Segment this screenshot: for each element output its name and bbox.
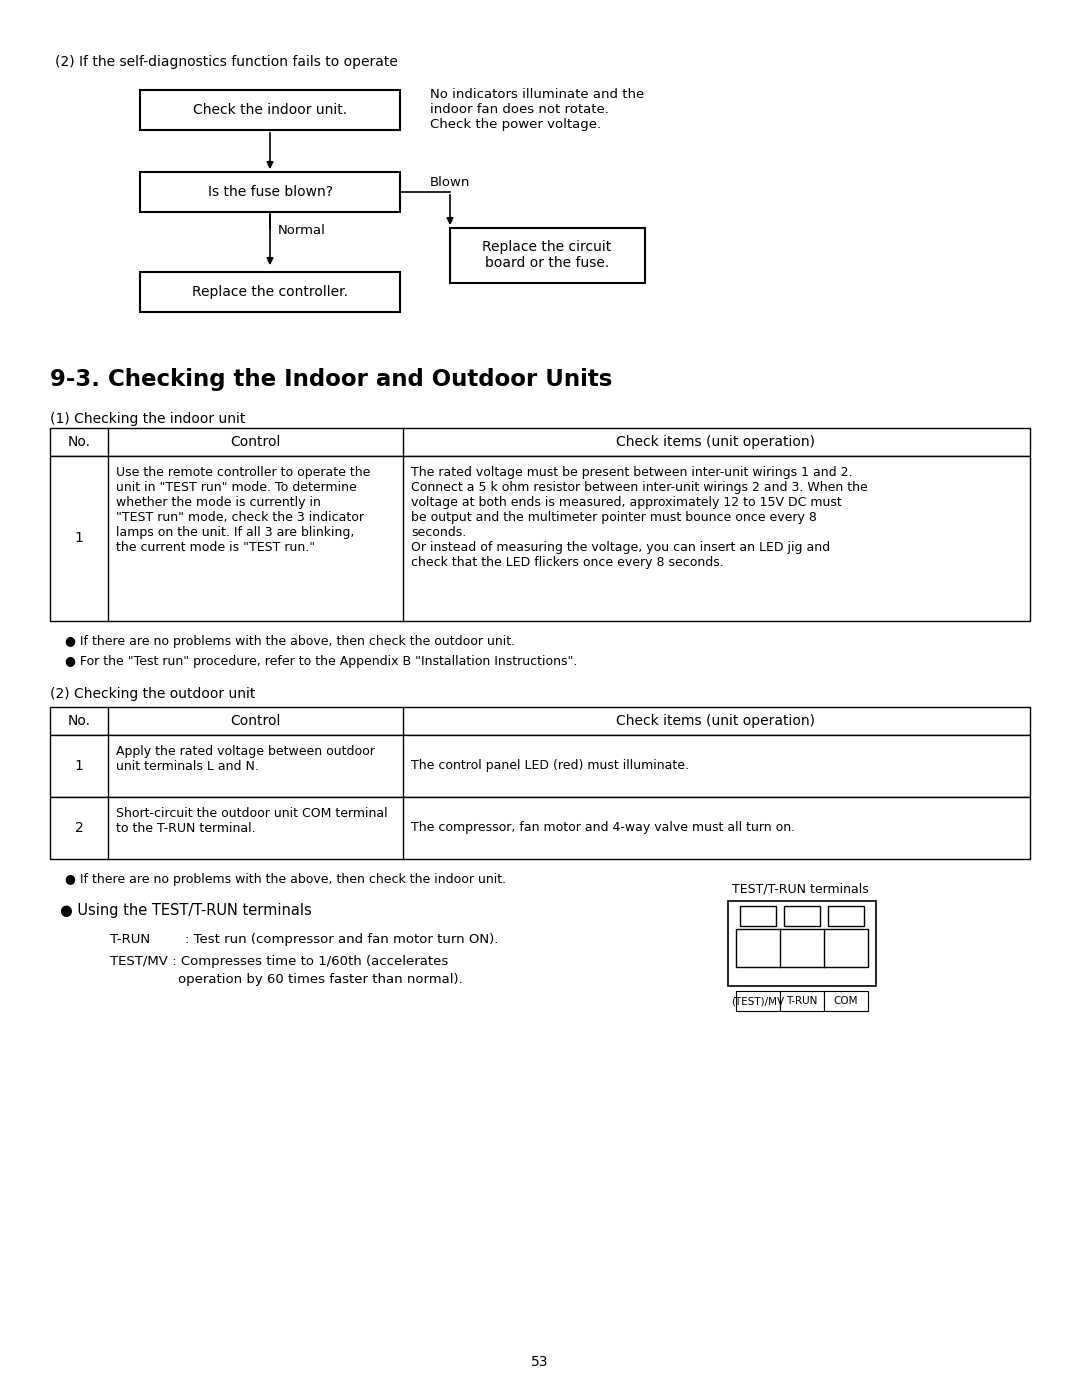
Text: Check items (unit operation): Check items (unit operation) xyxy=(617,434,815,448)
Bar xyxy=(780,990,824,1011)
Bar xyxy=(735,929,868,967)
Text: 1: 1 xyxy=(75,531,83,545)
Bar xyxy=(824,990,868,1011)
Bar xyxy=(450,228,645,284)
Text: The rated voltage must be present between inter-unit wirings 1 and 2.
Connect a : The rated voltage must be present betwee… xyxy=(411,467,867,569)
Bar xyxy=(140,172,400,212)
Bar xyxy=(784,907,820,926)
Text: : Test run (compressor and fan motor turn ON).: : Test run (compressor and fan motor tur… xyxy=(168,933,498,946)
Text: Blown: Blown xyxy=(430,176,471,189)
Bar xyxy=(50,798,1030,859)
Text: 2: 2 xyxy=(75,821,83,835)
Text: Is the fuse blown?: Is the fuse blown? xyxy=(207,184,333,198)
Text: Normal: Normal xyxy=(278,224,326,237)
Text: COM: COM xyxy=(834,996,859,1006)
Text: ● For the "Test run" procedure, refer to the Appendix B "Installation Instructio: ● For the "Test run" procedure, refer to… xyxy=(65,655,578,668)
Bar xyxy=(50,735,1030,798)
Bar xyxy=(50,455,1030,622)
Bar xyxy=(828,907,864,926)
Text: Replace the controller.: Replace the controller. xyxy=(192,285,348,299)
Bar xyxy=(50,707,1030,735)
Bar xyxy=(735,990,780,1011)
Bar xyxy=(140,272,400,312)
Text: 53: 53 xyxy=(531,1355,549,1369)
Text: 1: 1 xyxy=(75,759,83,773)
Text: No.: No. xyxy=(67,714,91,728)
Bar xyxy=(140,89,400,130)
Text: T-RUN: T-RUN xyxy=(110,933,150,946)
Text: No indicators illuminate and the
indoor fan does not rotate.
Check the power vol: No indicators illuminate and the indoor … xyxy=(430,88,645,131)
Text: ● Using the TEST/T-RUN terminals: ● Using the TEST/T-RUN terminals xyxy=(60,902,312,918)
Bar xyxy=(740,907,777,926)
Text: The compressor, fan motor and 4-way valve must all turn on.: The compressor, fan motor and 4-way valv… xyxy=(411,821,795,834)
Text: Check the indoor unit.: Check the indoor unit. xyxy=(193,103,347,117)
Text: Short-circuit the outdoor unit COM terminal
to the T-RUN terminal.: Short-circuit the outdoor unit COM termi… xyxy=(116,807,388,835)
Text: Control: Control xyxy=(230,714,280,728)
Text: ● If there are no problems with the above, then check the outdoor unit.: ● If there are no problems with the abov… xyxy=(65,636,515,648)
Text: (2) If the self-diagnostics function fails to operate: (2) If the self-diagnostics function fai… xyxy=(55,54,397,68)
Text: No.: No. xyxy=(67,434,91,448)
Text: The control panel LED (red) must illuminate.: The control panel LED (red) must illumin… xyxy=(411,760,689,773)
Text: Apply the rated voltage between outdoor
unit terminals L and N.: Apply the rated voltage between outdoor … xyxy=(116,745,375,773)
Bar xyxy=(728,901,876,986)
Text: Use the remote controller to operate the
unit in "TEST run" mode. To determine
w: Use the remote controller to operate the… xyxy=(116,467,370,555)
Text: (1) Checking the indoor unit: (1) Checking the indoor unit xyxy=(50,412,245,426)
Text: (TEST)/MV: (TEST)/MV xyxy=(731,996,784,1006)
Text: 9-3. Checking the Indoor and Outdoor Units: 9-3. Checking the Indoor and Outdoor Uni… xyxy=(50,367,612,391)
Text: : Compresses time to 1/60th (accelerates: : Compresses time to 1/60th (accelerates xyxy=(168,956,448,968)
Text: ● If there are no problems with the above, then check the indoor unit.: ● If there are no problems with the abov… xyxy=(65,873,507,886)
Text: Replace the circuit
board or the fuse.: Replace the circuit board or the fuse. xyxy=(483,240,611,270)
Text: T-RUN: T-RUN xyxy=(786,996,818,1006)
Text: Control: Control xyxy=(230,434,280,448)
Text: (2) Checking the outdoor unit: (2) Checking the outdoor unit xyxy=(50,687,255,701)
Text: TEST/T-RUN terminals: TEST/T-RUN terminals xyxy=(731,883,868,895)
Bar xyxy=(50,427,1030,455)
Text: operation by 60 times faster than normal).: operation by 60 times faster than normal… xyxy=(178,972,462,986)
Text: TEST/MV: TEST/MV xyxy=(110,956,167,968)
Text: Check items (unit operation): Check items (unit operation) xyxy=(617,714,815,728)
